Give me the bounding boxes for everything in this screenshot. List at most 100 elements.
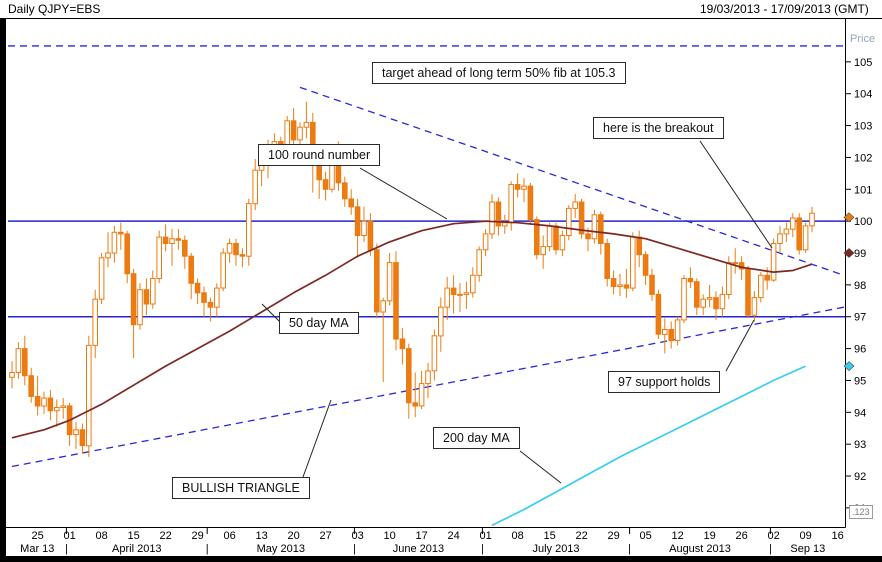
x-axis-week-label: 06 (223, 530, 235, 542)
y-axis-tick-label: 94 (854, 407, 866, 419)
candle-body (194, 282, 201, 294)
x-axis-week-label: 27 (319, 530, 331, 542)
candle-body (764, 274, 771, 281)
month-label: July 2013 (532, 543, 579, 555)
x-axis-week-label: 13 (255, 530, 267, 542)
candle-body (162, 236, 169, 245)
month-label: Mar 13 (20, 543, 54, 555)
x-axis-week-label: 09 (799, 530, 811, 542)
breakout-note[interactable]: here is the breakout (593, 117, 724, 139)
x-axis-week-label: 29 (191, 530, 203, 542)
candle-body (438, 306, 444, 337)
candle-body (809, 212, 815, 227)
x-axis-week-label: 19 (703, 530, 715, 542)
candle-body (182, 239, 188, 257)
candle-body (521, 185, 527, 190)
candle-body (137, 289, 143, 326)
candle-body (220, 252, 226, 289)
month-separator: | (769, 543, 772, 555)
candle-body (41, 397, 47, 407)
candle-body (9, 372, 15, 378)
price-precision-badge: .123 (849, 505, 873, 519)
candle-body (617, 284, 623, 287)
candle-body (591, 214, 598, 240)
candle-body (572, 201, 579, 209)
candle-body (15, 348, 22, 374)
candle-body (290, 120, 297, 141)
y-axis-tick-label: 104 (854, 89, 872, 101)
candle-body (98, 257, 105, 300)
candle-body (86, 344, 92, 447)
month-label: June 2013 (393, 543, 444, 555)
target-note[interactable]: target ahead of long term 50% fib at 105… (372, 62, 626, 84)
ma50-note[interactable]: 50 day MA (279, 312, 359, 334)
month-separator: | (65, 543, 68, 555)
x-axis-week-label: 05 (639, 530, 651, 542)
candle-body (252, 169, 258, 205)
candle-body (175, 238, 182, 241)
candle-body (470, 274, 476, 294)
candle-body (777, 233, 783, 244)
candle-body (118, 231, 124, 235)
candle-body (214, 287, 220, 308)
ma200-note[interactable]: 200 day MA (433, 427, 520, 449)
candle-body (92, 298, 99, 346)
candle-body (425, 370, 431, 385)
candle-body (802, 225, 809, 251)
chart-date-range: 19/03/2013 - 17/09/2013 (GMT) (700, 2, 869, 16)
candle-body (450, 287, 457, 296)
candle-body (623, 284, 630, 289)
support-note[interactable]: 97 support holds (608, 371, 721, 393)
candle-body (342, 182, 348, 200)
y-axis-tick-label: 97 (854, 312, 866, 324)
candle-body (73, 429, 79, 436)
candle-body (361, 220, 367, 236)
candle-body (207, 301, 214, 308)
candle-body (482, 233, 489, 251)
x-axis-week-label: 10 (383, 530, 395, 542)
candle-body (412, 402, 418, 407)
round-number-note[interactable]: 100 round number (258, 144, 381, 166)
y-axis-tick-label: 105 (854, 57, 872, 69)
candle-body (431, 335, 438, 372)
x-axis-week-label: 22 (159, 530, 171, 542)
month-label: May 2013 (257, 543, 305, 555)
x-axis-week-label: 22 (575, 530, 587, 542)
candle-body (47, 397, 54, 412)
candle-body (527, 185, 534, 221)
candle-body (578, 201, 585, 235)
x-axis-week-label: 16 (831, 530, 843, 542)
candle-body (457, 293, 463, 296)
triangle-note[interactable]: BULLISH TRIANGLE (172, 477, 310, 499)
ma200-line[interactable] (491, 365, 806, 527)
candle-body (169, 238, 175, 244)
y-axis-tick-label: 98 (854, 280, 866, 292)
candle-body (246, 203, 252, 257)
candle-body (60, 405, 67, 408)
candle-body (143, 289, 150, 305)
annotation-connector (725, 319, 755, 372)
candle-body (694, 281, 700, 308)
y-axis-tick-label: 92 (854, 471, 866, 483)
candle-body (726, 262, 732, 296)
x-axis-week-label: 24 (447, 530, 459, 542)
price-axis-title: Price (850, 33, 875, 45)
candle-body (233, 243, 239, 256)
candle-body (111, 231, 118, 254)
candle-body (156, 236, 162, 280)
candle-body (399, 338, 406, 350)
candle-body (687, 278, 694, 283)
candle-body (393, 262, 399, 340)
last-price-marker (843, 212, 855, 223)
candle-body (732, 262, 739, 265)
ma50-line[interactable] (11, 220, 813, 439)
candle-body (79, 429, 86, 447)
candle-body (354, 206, 361, 237)
x-axis-week-label: 29 (607, 530, 619, 542)
candle-body (751, 297, 758, 316)
candle-body (514, 184, 521, 190)
candle-body (585, 233, 591, 240)
month-label: Sep 13 (790, 543, 825, 555)
